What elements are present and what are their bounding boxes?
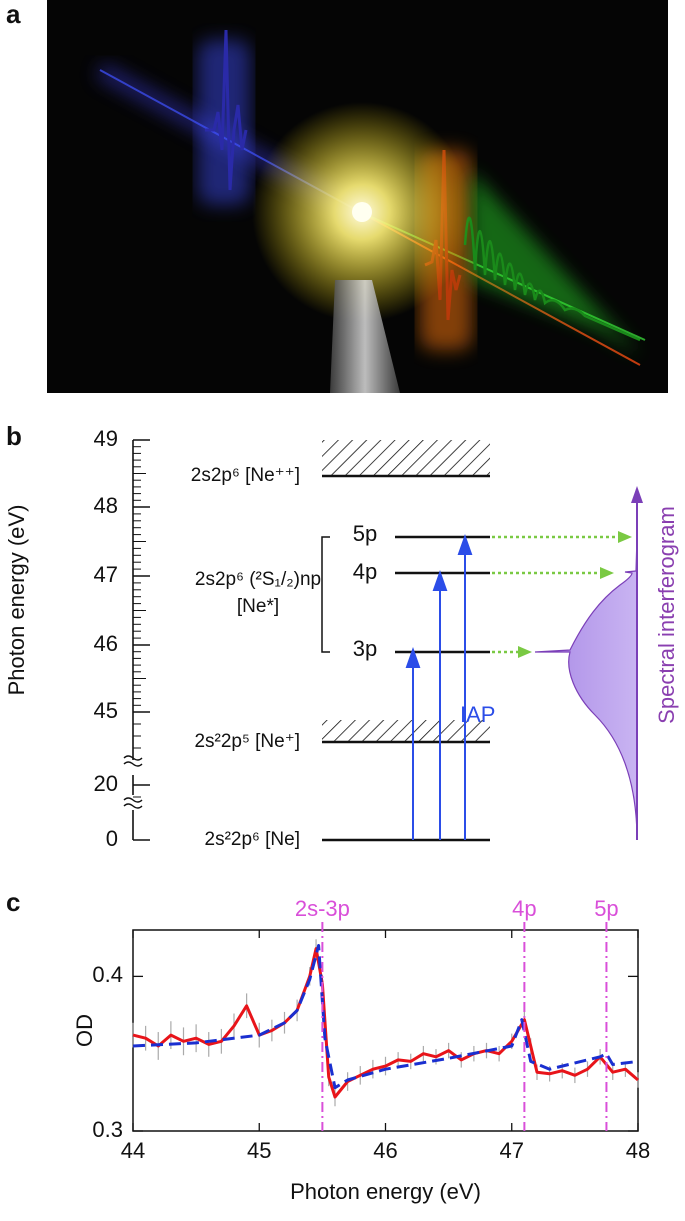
y-tick-label: 49 [94,426,118,451]
x-axis-title: Photon energy (eV) [290,1179,481,1204]
x-tick-label: 47 [500,1138,524,1163]
pulse-label: IAP [460,702,495,727]
annotation-label: 5p [594,896,618,921]
x-tick-label: 44 [121,1138,145,1163]
state-label: 4p [353,559,377,584]
y-tick-label: 48 [94,493,118,518]
y-tick-label: 0 [106,826,118,851]
state-label: 3p [353,636,377,661]
level-label: 2s²2p⁵ [Ne⁺] [194,731,300,752]
series-line [132,944,639,1090]
energy-diagram: Photon energy (eV) 2s2p⁶ [Ne⁺⁺] 2s2p⁶ (²… [4,440,679,850]
state-label: 5p [353,521,377,546]
axis-title: Photon energy (eV) [4,505,29,696]
signal-label: Spectral interferogram [654,506,679,724]
y-tick-label: 47 [94,562,118,587]
level-label: 2s2p⁶ (²S₁/₂)np [195,569,321,590]
y-tick-label: 20 [94,771,118,796]
y-tick-label: 0.3 [92,1117,123,1142]
panel-label: b [6,421,22,451]
y-tick-label: 0.4 [92,962,123,987]
x-tick-label: 45 [247,1138,271,1163]
level-label: [Ne*] [237,596,279,617]
x-tick-label: 48 [626,1138,650,1163]
y-tick-label: 45 [94,698,118,723]
y-tick-label: 46 [94,631,118,656]
illustration [47,0,668,393]
panel-label: a [6,0,21,29]
plot-frame [132,929,639,1132]
panel-label: c [6,887,20,917]
annotation-label: 2s-3p [295,896,350,921]
level-label: 2s²2p⁶ [Ne] [205,829,300,850]
x-tick-label: 46 [373,1138,397,1163]
annotation-label: 4p [512,896,536,921]
y-axis-title: OD [72,1014,97,1047]
level-label: 2s2p⁶ [Ne⁺⁺] [191,465,300,486]
